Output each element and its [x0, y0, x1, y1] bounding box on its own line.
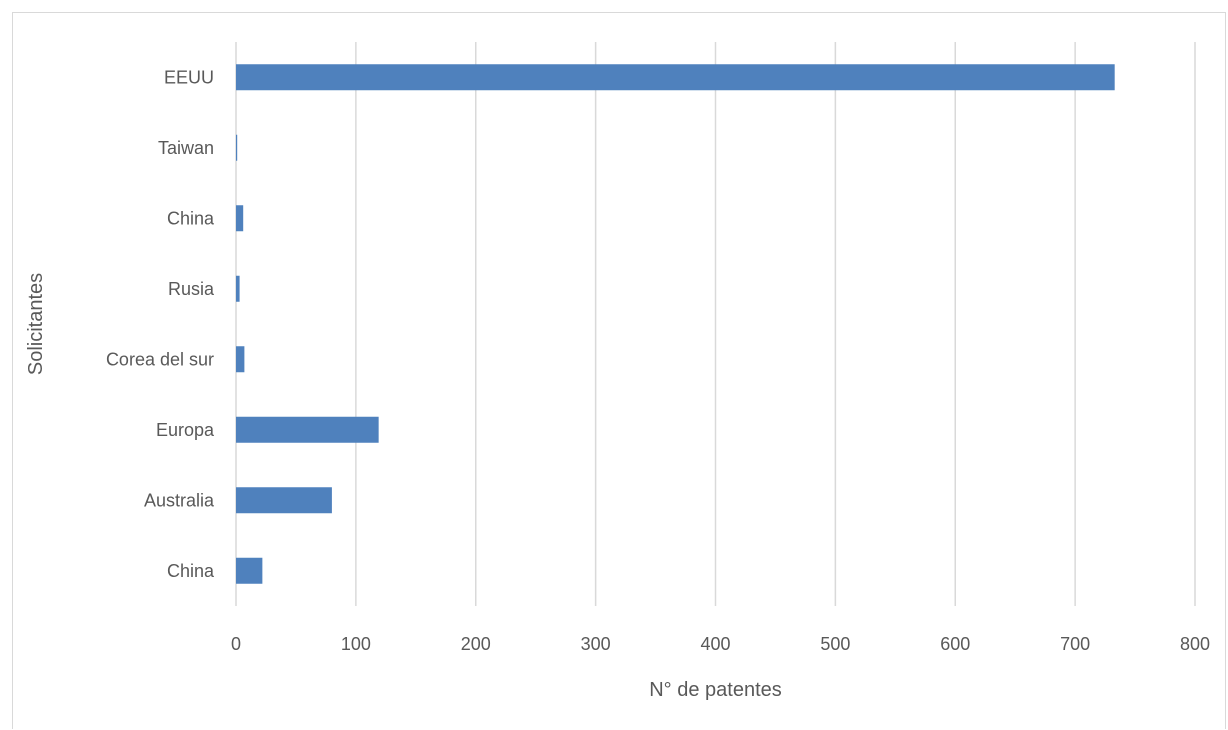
bar — [236, 205, 244, 232]
category-label: EEUU — [164, 67, 214, 87]
category-label: China — [167, 208, 215, 228]
category-label: Australia — [144, 490, 215, 510]
bar — [236, 64, 1115, 91]
category-label: Taiwan — [158, 138, 214, 158]
x-tick-labels: 0 100 200 300 400 500 600 700 800 — [231, 634, 1210, 654]
x-tick-label: 100 — [341, 634, 371, 654]
y-axis-title: Solicitantes — [25, 273, 47, 375]
x-tick-label: 800 — [1180, 634, 1210, 654]
x-tick-label: 400 — [700, 634, 730, 654]
x-tick-label: 300 — [581, 634, 611, 654]
x-tick-label: 600 — [940, 634, 970, 654]
category-label: Corea del sur — [106, 349, 214, 369]
category-label: China — [167, 561, 215, 581]
bar — [236, 557, 263, 584]
x-tick-label: 0 — [231, 634, 241, 654]
category-labels: EEUU Taiwan China Rusia Corea del sur Europa A… — [106, 67, 215, 581]
category-label: Rusia — [168, 279, 215, 299]
x-tick-label: 700 — [1060, 634, 1090, 654]
bar — [236, 346, 245, 373]
bar — [236, 275, 240, 302]
bar — [236, 416, 379, 443]
x-tick-label: 500 — [820, 634, 850, 654]
bars — [236, 64, 1115, 584]
category-label: Europa — [156, 420, 215, 440]
gridlines — [235, 42, 1196, 606]
x-axis-title: N° de patentes — [649, 679, 782, 701]
bar — [236, 487, 332, 514]
x-tick-label: 200 — [461, 634, 491, 654]
chart-frame — [12, 12, 1226, 729]
bar — [236, 134, 238, 161]
